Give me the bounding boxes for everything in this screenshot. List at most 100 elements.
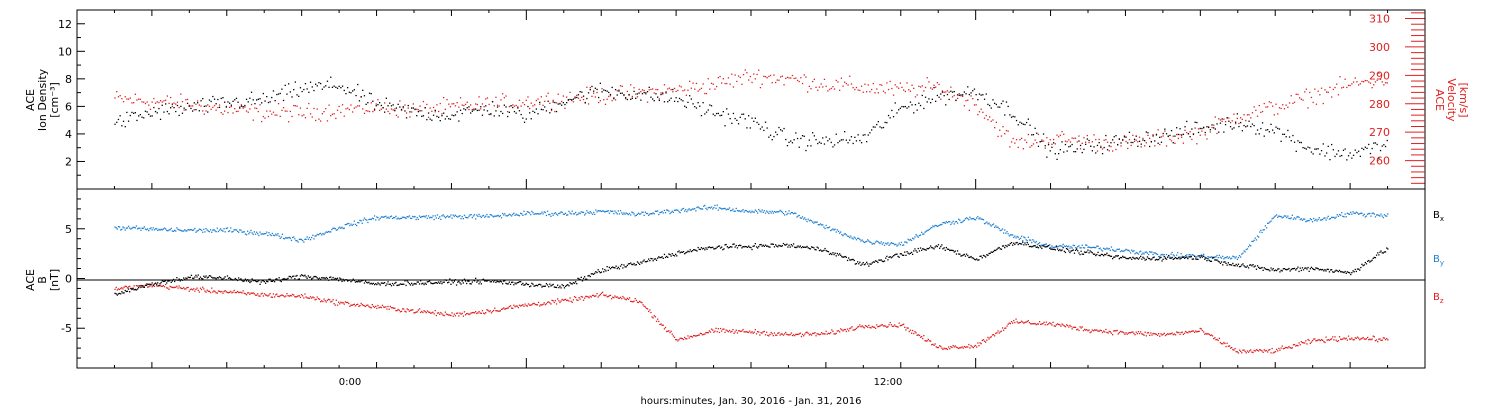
by-point-750 (956, 222, 959, 224)
bx-point-656 (851, 258, 853, 261)
velocity-point-408 (801, 82, 804, 85)
velocity-point-503 (962, 95, 964, 97)
by-point-1103 (1353, 212, 1355, 214)
by-point-519 (697, 206, 699, 208)
by-point-73 (196, 230, 198, 232)
bz-point-681 (879, 325, 881, 327)
by-point-780 (990, 225, 992, 227)
bx-point-700 (900, 253, 903, 255)
by-point-131 (261, 233, 263, 235)
bz-point-961 (1194, 331, 1196, 333)
by-point-160 (294, 238, 296, 240)
density-point-87 (261, 102, 263, 104)
velocity-point-413 (810, 88, 812, 90)
bx-point-271 (418, 283, 421, 285)
density-point-482 (926, 101, 928, 103)
by-point-248 (393, 216, 395, 219)
velocity-point-80 (249, 108, 251, 110)
by-point-380 (541, 211, 543, 213)
bx-point-790 (1001, 245, 1004, 247)
by-point-683 (881, 243, 883, 245)
bz-point-570 (754, 329, 756, 331)
density-point-406 (798, 146, 800, 148)
bx-point-1096 (1345, 272, 1347, 274)
by-point-456 (626, 213, 628, 215)
by-point-252 (397, 217, 399, 219)
bx-point-57 (178, 278, 180, 280)
bz-point-262 (408, 310, 411, 312)
by-point-488 (662, 212, 664, 214)
velocity-point-238 (515, 104, 517, 107)
density-point-120 (316, 85, 318, 87)
by-point-466 (637, 212, 640, 214)
bx-point-1009 (1247, 267, 1250, 269)
bx-point-589 (776, 245, 778, 247)
bx-point-900 (1125, 257, 1127, 260)
velocity-point-263 (557, 93, 559, 95)
density-point-627 (1170, 130, 1173, 132)
velocity-point-199 (449, 106, 452, 108)
density-point-242 (522, 117, 524, 119)
bx-point-65 (187, 276, 189, 278)
bz-point-1124 (1377, 341, 1379, 343)
velocity-point-716 (1320, 87, 1323, 89)
velocity-point-702 (1297, 93, 1299, 96)
density-point-290 (603, 89, 605, 91)
velocity-point-269 (567, 99, 569, 102)
right-tick-label-270: 270 (1369, 126, 1390, 139)
velocity-point-565 (1066, 141, 1068, 143)
by-point-295 (445, 216, 448, 218)
velocity-point-14 (138, 98, 140, 100)
ion-density-label-line3: [cm⁻³] (48, 82, 61, 118)
by-point-791 (1003, 232, 1005, 234)
by-point-740 (945, 221, 947, 223)
bx-point-125 (254, 280, 257, 282)
by-point-48 (168, 229, 170, 231)
by-point-955 (1187, 257, 1189, 259)
by-point-58 (179, 229, 181, 231)
density-point-718 (1324, 155, 1326, 157)
density-point-554 (1047, 144, 1050, 146)
density-point-699 (1292, 134, 1294, 137)
by-point-744 (950, 223, 952, 226)
bz-point-872 (1094, 329, 1096, 331)
density-point-263 (557, 103, 559, 105)
by-point-223 (364, 218, 367, 221)
velocity-point-667 (1238, 122, 1240, 125)
by-point-589 (776, 211, 778, 213)
velocity-point-270 (569, 91, 571, 93)
bz-point-103 (230, 290, 232, 293)
bz-point-920 (1147, 332, 1150, 334)
bz-point-1004 (1242, 349, 1244, 351)
density-point-635 (1184, 126, 1186, 128)
bz-point-365 (524, 303, 526, 305)
density-point-74 (239, 107, 241, 109)
bz-point-144 (276, 293, 278, 295)
bz-point-980 (1215, 339, 1217, 341)
velocity-point-59 (213, 104, 216, 107)
density-point-285 (594, 87, 596, 89)
by-point-878 (1100, 249, 1102, 251)
bz-point-988 (1224, 342, 1226, 345)
by-point-370 (530, 214, 532, 216)
bz-point-129 (259, 295, 261, 297)
velocity-point-628 (1172, 135, 1174, 137)
by-point-118 (247, 230, 249, 232)
density-point-94 (272, 90, 275, 92)
bz-point-1026 (1267, 351, 1269, 353)
density-point-227 (496, 106, 499, 108)
bz-point-818 (1033, 323, 1035, 325)
bx-point-220 (361, 279, 363, 282)
bx-point-445 (614, 267, 616, 269)
bz-point-924 (1152, 332, 1154, 335)
density-point-203 (456, 111, 458, 113)
density-point-73 (237, 101, 239, 103)
velocity-point-285 (594, 96, 596, 98)
bx-point-531 (710, 246, 713, 249)
bx-point-101 (227, 277, 230, 279)
bz-point-1044 (1287, 347, 1289, 349)
bx-point-104 (231, 278, 233, 281)
bx-point-251 (396, 284, 398, 287)
bx-point-924 (1152, 256, 1154, 259)
velocity-point-495 (948, 91, 950, 93)
